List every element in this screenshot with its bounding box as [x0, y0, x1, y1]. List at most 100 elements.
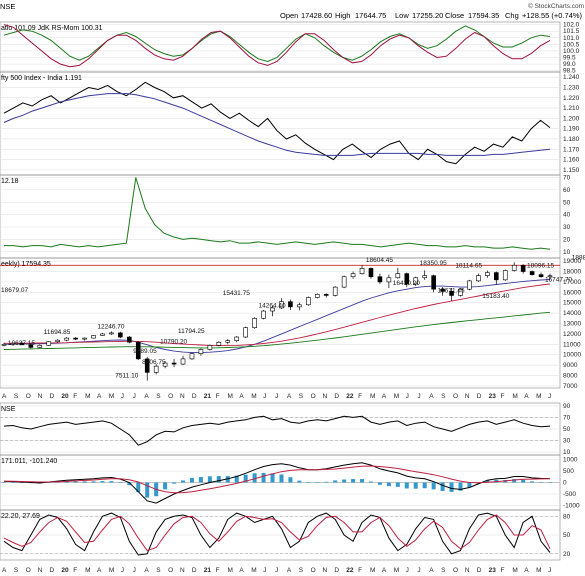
candle-body — [55, 339, 61, 343]
x-tick-label: D — [192, 393, 197, 400]
macd-histogram-bar — [440, 482, 445, 491]
candle-body — [73, 337, 78, 340]
macd-histogram-bar — [413, 482, 418, 489]
bottom-x-tick-label: M — [394, 567, 399, 574]
panel-label: atio 101.09 JdK RS-Mom 100.31 — [1, 25, 103, 32]
bottom-x-tick-label: D — [49, 567, 54, 574]
macd-histogram-bar — [539, 481, 544, 483]
macd-histogram-bar — [530, 481, 535, 483]
candle-body — [144, 358, 150, 373]
y-tick-label: -500 — [563, 491, 576, 498]
high-label: High — [335, 11, 350, 20]
macd-histogram-bar — [386, 482, 391, 487]
candle-body — [243, 327, 248, 338]
bottom-x-tick-label: S — [156, 567, 161, 574]
x-tick-label: A — [287, 393, 292, 400]
x-tick-label: O — [168, 393, 173, 400]
close-label: Close — [445, 11, 464, 20]
macd-histogram-bar — [458, 482, 463, 491]
y-tick-label: 16000 — [563, 289, 581, 296]
y-tick-label: 99.5 — [563, 55, 576, 62]
candle-body — [153, 365, 159, 373]
panel-label: eekly) 17594.35 — [1, 261, 51, 268]
candle-body — [198, 349, 204, 354]
y-tick-label: 20 — [563, 551, 571, 558]
bottom-x-tick-label: 20 — [61, 567, 69, 574]
macd-histogram-bar — [512, 479, 517, 483]
series-line-0 — [3, 415, 551, 446]
bottom-x-tick-label: S — [14, 567, 19, 574]
candle-body — [37, 345, 43, 348]
x-tick-label: J — [263, 393, 266, 400]
y-tick-label: 17000 — [563, 279, 581, 286]
open-label: Open — [280, 11, 298, 20]
bottom-x-tick-label: F — [501, 567, 505, 574]
macd-histogram-bar — [73, 481, 78, 483]
candle-body — [279, 301, 284, 309]
x-tick-label: M — [251, 393, 256, 400]
y-tick-label: 500 — [563, 468, 574, 475]
y-tick-label: 70 — [563, 174, 571, 181]
candle-body — [118, 332, 123, 338]
y-tick-label: 1.200 — [563, 115, 580, 122]
candle-body — [127, 336, 132, 343]
panel-macd: 1000 500 0 -500 -1000 171.011, -101.240 — [0, 454, 580, 511]
bottom-x-tick-label: J — [548, 567, 551, 574]
x-tick-label: M — [512, 393, 517, 400]
bottom-x-tick-label: D — [192, 567, 197, 574]
candle-body — [341, 276, 347, 288]
macd-histogram-bar — [368, 481, 373, 483]
y-tick-label: 70 — [563, 414, 571, 421]
candle-body — [332, 286, 338, 296]
x-tick-label: N — [180, 393, 185, 400]
series-line-1 — [3, 514, 551, 552]
x-tick-label: A — [429, 393, 434, 400]
bottom-x-tick-label: D — [477, 567, 482, 574]
x-tick-label: N — [322, 393, 327, 400]
candle-body — [502, 270, 508, 281]
bottom-x-tick-label: M — [251, 567, 256, 574]
y-tick-label: 30 — [563, 438, 571, 445]
series-line-0 — [4, 177, 551, 250]
low-label: Low — [395, 11, 409, 20]
series-line-0 — [3, 25, 551, 63]
bottom-x-tick-label: J — [121, 567, 124, 574]
x-tick-label: S — [14, 393, 19, 400]
candle-body — [458, 288, 463, 296]
y-tick-label: 1000 — [563, 457, 578, 464]
x-tick-label: M — [394, 393, 399, 400]
x-tick-label: D — [334, 393, 339, 400]
chg-label: Chg — [505, 11, 519, 20]
candle-body — [28, 344, 34, 348]
x-tick-label: S — [299, 393, 304, 400]
candle-body — [359, 268, 365, 274]
candle-body — [350, 273, 356, 278]
price-annotation: 12246.70 — [97, 323, 124, 330]
x-tick-label: 22 — [346, 393, 354, 400]
macd-histogram-bar — [118, 482, 123, 483]
candle-body — [225, 340, 231, 343]
y-tick-label: 19000 — [563, 258, 581, 265]
candle-body — [234, 336, 240, 341]
candle-body — [216, 341, 222, 346]
y-tick-label: 10 — [563, 449, 571, 456]
candle-body — [100, 333, 105, 336]
y-tick-label: 13000 — [563, 321, 581, 328]
y-tick-label: 1.170 — [563, 146, 580, 153]
bottom-x-tick-label: A — [287, 567, 292, 574]
panel-label: NSE — [1, 406, 16, 413]
y-tick-label: 1.230 — [563, 84, 580, 91]
macd-histogram-bar — [198, 477, 203, 483]
price-annotation: 18887.60 — [572, 254, 585, 261]
macd-histogram-bar — [404, 482, 409, 489]
ma-line-2 — [3, 311, 551, 350]
y-tick-label: 14000 — [563, 310, 581, 317]
macd-histogram-bar — [377, 482, 382, 485]
bottom-x-tick-label: S — [441, 567, 446, 574]
macd-histogram-bar — [172, 482, 177, 484]
macd-histogram-bar — [324, 481, 329, 483]
candle-body — [1, 344, 7, 346]
x-tick-label: O — [453, 393, 458, 400]
candle-body — [431, 275, 436, 290]
candle-body — [270, 307, 275, 312]
